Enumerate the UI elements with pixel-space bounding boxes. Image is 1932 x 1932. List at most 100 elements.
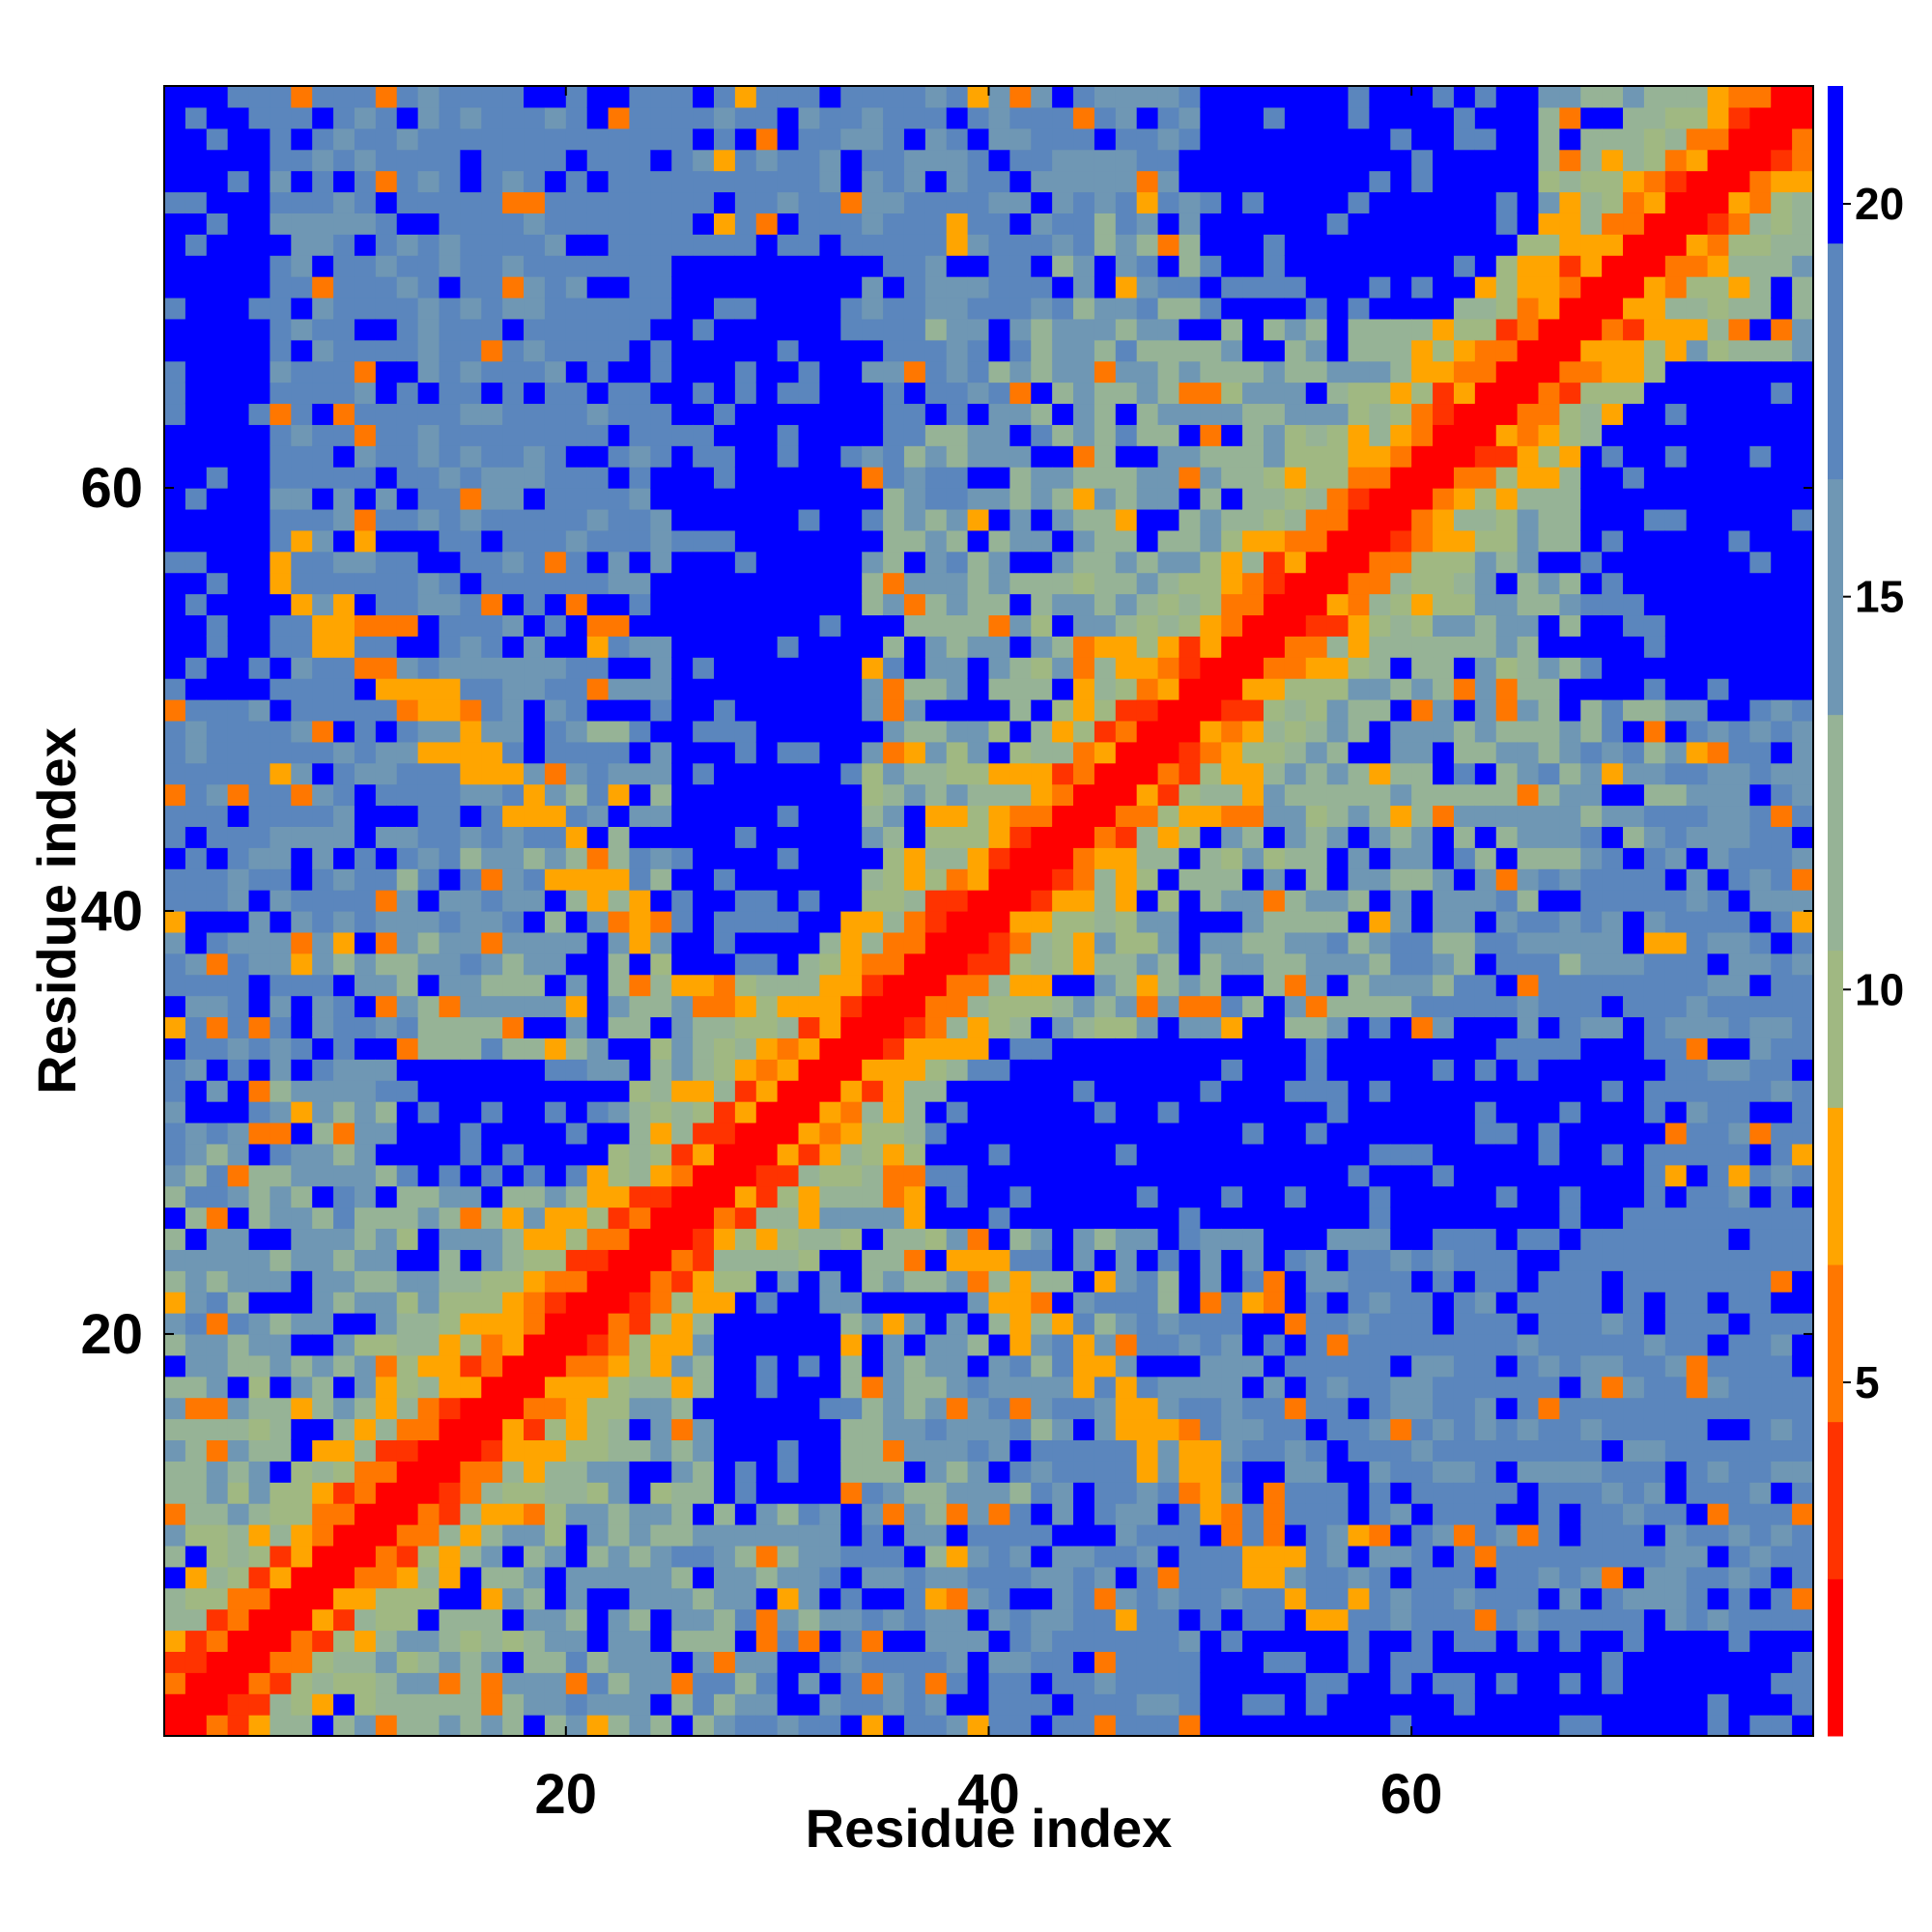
heatmap-cell xyxy=(1390,1313,1412,1335)
heatmap-cell xyxy=(967,995,990,1018)
heatmap-cell xyxy=(1348,508,1371,531)
heatmap-cell xyxy=(1474,382,1497,405)
heatmap-cell xyxy=(629,1608,651,1632)
heatmap-cell xyxy=(608,213,631,235)
heatmap-cell xyxy=(1390,805,1412,827)
heatmap-cell xyxy=(1284,488,1307,510)
heatmap-cell xyxy=(1369,1143,1391,1166)
heatmap-cell xyxy=(883,636,905,658)
heatmap-cell xyxy=(396,128,419,151)
heatmap-cell xyxy=(1136,1608,1159,1632)
heatmap-cell xyxy=(650,720,672,743)
heatmap-cell xyxy=(1052,1292,1074,1314)
heatmap-cell xyxy=(1009,1418,1032,1441)
heatmap-cell xyxy=(1390,403,1412,425)
heatmap-cell xyxy=(629,1651,651,1673)
heatmap-cell xyxy=(819,1524,841,1547)
heatmap-cell xyxy=(164,1693,186,1716)
heatmap-cell xyxy=(883,1524,905,1547)
heatmap-cell xyxy=(502,1608,525,1632)
heatmap-cell xyxy=(1474,551,1497,574)
heatmap-cell xyxy=(312,318,334,341)
heatmap-cell xyxy=(650,445,672,468)
heatmap-cell xyxy=(1200,762,1222,785)
heatmap-cell xyxy=(544,276,567,298)
heatmap-cell xyxy=(206,1270,229,1293)
heatmap-cell xyxy=(946,360,969,384)
heatmap-cell xyxy=(481,86,503,108)
heatmap-cell xyxy=(1264,593,1286,616)
heatmap-cell xyxy=(354,1672,377,1694)
heatmap-cell xyxy=(1115,1376,1138,1399)
heatmap-cell xyxy=(714,1228,736,1250)
heatmap-cell xyxy=(819,636,841,658)
heatmap-cell xyxy=(565,1143,588,1166)
heatmap-cell xyxy=(312,551,334,574)
heatmap-cell xyxy=(1179,1333,1201,1356)
heatmap-cell xyxy=(544,593,567,616)
heatmap-cell xyxy=(1115,382,1138,405)
heatmap-cell xyxy=(1433,1715,1455,1737)
heatmap-cell xyxy=(206,1482,229,1504)
heatmap-cell xyxy=(1433,952,1455,976)
heatmap-cell xyxy=(1284,1587,1307,1610)
heatmap-cell xyxy=(608,657,631,679)
heatmap-cell xyxy=(1009,1164,1032,1187)
heatmap-cell xyxy=(608,1376,631,1399)
heatmap-cell xyxy=(650,1566,672,1589)
heatmap-cell xyxy=(862,106,884,129)
heatmap-cell xyxy=(544,1503,567,1525)
heatmap-cell xyxy=(798,952,821,976)
heatmap-cell xyxy=(798,678,821,700)
heatmap-cell xyxy=(1242,1059,1264,1081)
heatmap-cell xyxy=(439,86,461,108)
heatmap-cell xyxy=(1242,762,1264,785)
heatmap-cell xyxy=(1179,1630,1201,1652)
heatmap-cell xyxy=(417,276,440,298)
heatmap-cell xyxy=(1094,170,1117,193)
heatmap-cell xyxy=(608,1228,631,1250)
heatmap-cell xyxy=(1453,1249,1476,1271)
heatmap-cell xyxy=(1453,1101,1476,1123)
heatmap-cell xyxy=(1453,805,1476,827)
heatmap-cell xyxy=(1115,952,1138,976)
heatmap-cell xyxy=(629,1207,651,1230)
heatmap-cell xyxy=(1453,826,1476,848)
heatmap-cell xyxy=(924,974,948,997)
heatmap-cell xyxy=(1115,276,1138,298)
heatmap-cell xyxy=(439,805,461,827)
heatmap-cell xyxy=(1305,911,1328,933)
heatmap-cell xyxy=(1348,1185,1371,1208)
heatmap-cell xyxy=(1242,890,1264,912)
heatmap-cell xyxy=(1115,318,1138,341)
heatmap-cell xyxy=(481,868,503,891)
heatmap-cell xyxy=(1179,1249,1201,1271)
heatmap-cell xyxy=(565,1164,588,1187)
heatmap-cell xyxy=(1264,339,1286,362)
heatmap-cell xyxy=(1179,593,1201,616)
heatmap-cell xyxy=(883,551,905,574)
heatmap-cell xyxy=(291,636,313,658)
heatmap-cell xyxy=(460,1651,482,1673)
heatmap-cell xyxy=(164,318,186,341)
heatmap-cell xyxy=(1495,995,1519,1018)
heatmap-cell xyxy=(270,1651,292,1673)
heatmap-cell xyxy=(1242,741,1264,764)
heatmap-cell xyxy=(1094,213,1117,235)
heatmap-cell xyxy=(1411,1292,1434,1314)
heatmap-cell xyxy=(671,593,694,616)
heatmap-cell xyxy=(1157,1587,1180,1610)
heatmap-cell xyxy=(1474,847,1497,869)
heatmap-cell xyxy=(1474,1037,1497,1060)
heatmap-cell xyxy=(671,1354,694,1378)
heatmap-cell xyxy=(755,149,779,172)
heatmap-cell xyxy=(1305,847,1328,869)
heatmap-cell xyxy=(608,467,631,489)
heatmap-cell xyxy=(354,826,377,848)
heatmap-cell xyxy=(396,1037,419,1060)
heatmap-cell xyxy=(798,1354,821,1378)
heatmap-cell xyxy=(924,1333,948,1356)
heatmap-cell xyxy=(1052,508,1074,531)
heatmap-cell xyxy=(1136,678,1159,700)
heatmap-cell xyxy=(524,508,546,531)
